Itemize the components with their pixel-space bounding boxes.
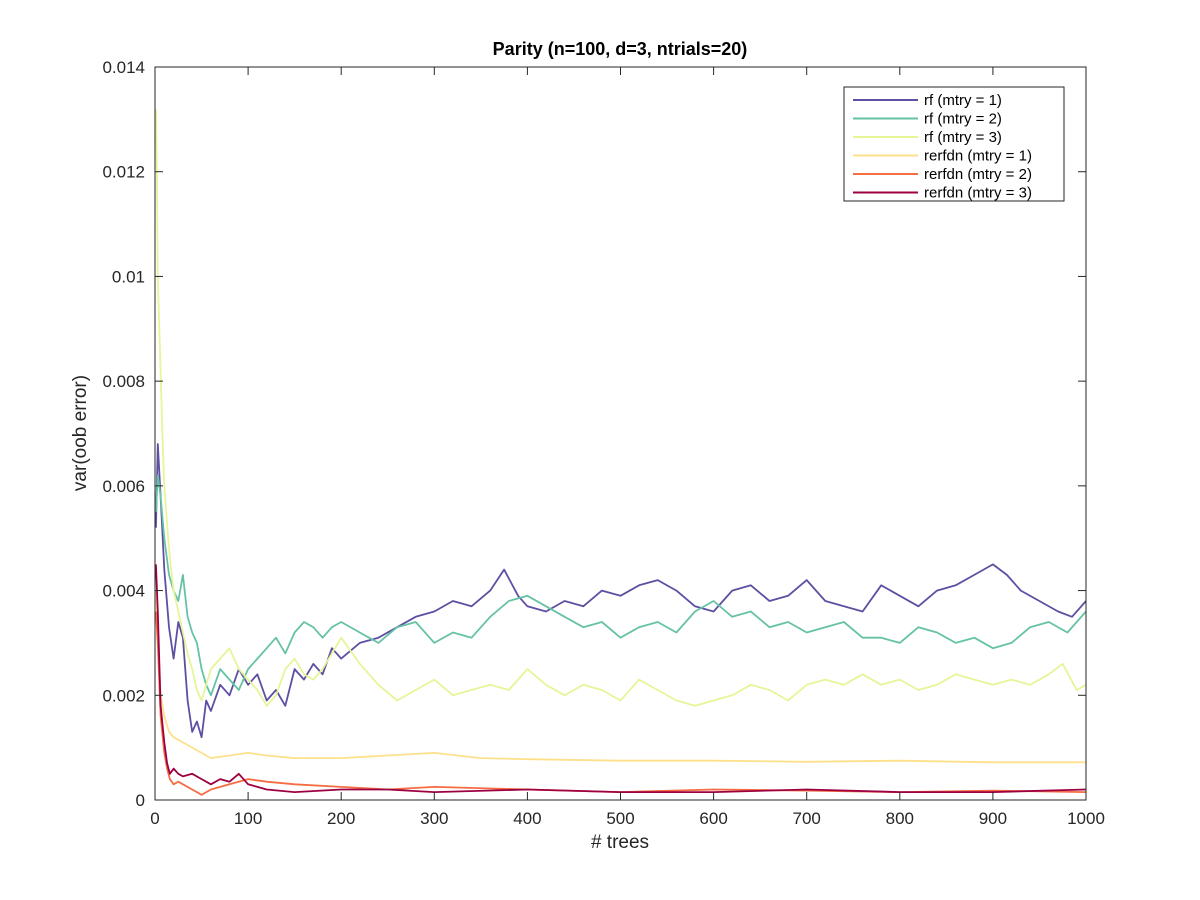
legend-label-4: rerfdn (mtry = 1): [924, 148, 1032, 165]
x-tick-label: 500: [606, 809, 634, 828]
y-tick-label: 0.004: [102, 582, 145, 601]
x-tick-label: 0: [150, 809, 159, 828]
legend-label-6: rerfdn (mtry = 3): [924, 185, 1032, 202]
series-line-2: [155, 474, 1087, 697]
legend: rf (mtry = 1) rf (mtry = 2)rf (mtry = 3) r…: [843, 86, 1065, 202]
chart-title: Parity (n=100, d=3, ntrials=20): [493, 39, 748, 59]
legend-label-2: rf (mtry = 2): [924, 111, 1002, 128]
legend-label-1: rf (mtry = 1): [924, 92, 1002, 109]
x-tick-label: 200: [327, 809, 355, 828]
series-line-5: [155, 611, 1087, 796]
y-tick-label: 0.002: [102, 686, 145, 705]
series-line-6: [155, 564, 1087, 793]
legend-label-3: rf (mtry = 3): [924, 129, 1002, 146]
tick-layer: 0 100 200 300 400 500 600 700 800 900 1000 0 0.002 0.…: [102, 58, 1104, 828]
y-tick-label: 0.014: [102, 58, 145, 77]
x-tick-label: 900: [979, 809, 1007, 828]
x-tick-label: 700: [793, 809, 821, 828]
series-line-4: [155, 590, 1086, 764]
y-tick-label: 0: [136, 791, 145, 810]
series-layer: [155, 108, 1087, 796]
x-tick-label: 300: [420, 809, 448, 828]
series-line-3: [155, 108, 1087, 707]
y-tick-label: 0.008: [102, 372, 145, 391]
x-axis-label: # trees: [591, 832, 649, 853]
y-tick-label: 0.012: [102, 163, 145, 182]
x-tick-label: 800: [886, 809, 914, 828]
x-tick-label: 600: [699, 809, 727, 828]
y-tick-label: 0.01: [112, 267, 145, 286]
x-tick-label: 1000: [1067, 809, 1105, 828]
legend-label-5: rerfdn (mtry = 2): [924, 166, 1032, 183]
x-tick-label: 100: [234, 809, 262, 828]
y-axis-label: var(oob error): [70, 375, 91, 491]
x-tick-label: 400: [513, 809, 541, 828]
series-line-1: [155, 443, 1087, 739]
y-tick-label: 0.006: [102, 477, 145, 496]
legend-box: [843, 86, 1065, 202]
